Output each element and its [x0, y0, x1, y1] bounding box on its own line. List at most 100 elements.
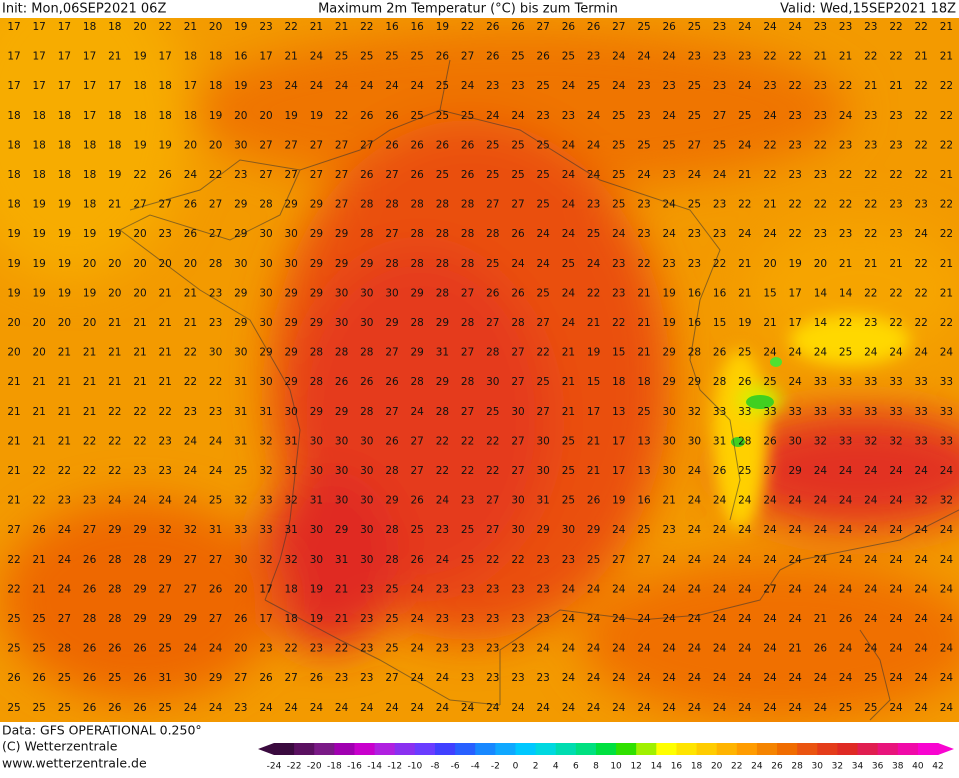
colorbar-tick-label: 42	[932, 762, 943, 772]
temperature-label: 25	[461, 524, 474, 536]
temperature-label: 27	[58, 613, 71, 625]
temperature-label: 27	[511, 347, 524, 359]
temperature-label: 24	[915, 672, 929, 684]
temperature-label: 28	[411, 228, 424, 240]
temperature-label: 22	[58, 465, 71, 477]
temperature-label: 24	[663, 672, 677, 684]
temperature-label: 29	[234, 199, 247, 211]
temperature-label: 30	[310, 435, 323, 447]
temperature-label: 27	[461, 406, 474, 418]
temperature-label: 20	[159, 258, 172, 270]
temperature-label: 22	[83, 435, 96, 447]
temperature-label: 24	[713, 643, 727, 655]
temperature-label: 21	[839, 51, 852, 63]
temperature-label: 21	[940, 51, 953, 63]
temperature-label: 25	[763, 376, 776, 388]
temperature-label: 24	[839, 554, 853, 566]
temperature-label: 19	[209, 110, 222, 122]
temperature-label: 23	[889, 199, 902, 211]
temperature-label: 22	[209, 376, 222, 388]
temperature-label: 24	[814, 583, 828, 595]
temperature-label: 24	[285, 702, 299, 714]
temperature-label: 24	[940, 347, 954, 359]
temperature-label: 24	[537, 228, 551, 240]
temperature-label: 22	[461, 21, 474, 33]
temperature-label: 26	[83, 702, 97, 714]
temperature-label: 23	[789, 169, 802, 181]
temperature-label: 27	[612, 21, 625, 33]
temperature-label: 22	[789, 80, 802, 92]
temperature-label: 24	[915, 524, 929, 536]
temperature-label: 24	[612, 583, 626, 595]
colorbar-segment	[676, 743, 698, 755]
temperature-label: 30	[259, 376, 272, 388]
temperature-label: 22	[159, 406, 172, 418]
temperature-label: 24	[587, 672, 601, 684]
temperature-label: 22	[889, 287, 902, 299]
temperature-label: 33	[915, 435, 928, 447]
temperature-label: 24	[58, 554, 72, 566]
temperature-label: 26	[108, 702, 122, 714]
colorbar-segment	[294, 743, 315, 755]
temperature-label: 18	[159, 110, 172, 122]
temperature-label: 22	[587, 287, 600, 299]
temperature-label: 21	[58, 376, 71, 388]
temperature-label: 25	[562, 51, 575, 63]
temperature-label: 22	[814, 139, 827, 151]
temperature-label: 26	[259, 672, 273, 684]
temperature-label: 24	[688, 169, 702, 181]
colorbar-tick-label: -2	[491, 762, 500, 772]
temperature-label: 22	[159, 21, 172, 33]
copyright: (C) Wetterzentrale	[2, 739, 118, 754]
temperature-label: 20	[814, 258, 827, 270]
temperature-label: 23	[436, 583, 449, 595]
temperature-label: 28	[461, 317, 474, 329]
temperature-label: 25	[864, 672, 877, 684]
colorbar-segment	[917, 743, 939, 755]
temperature-label: 27	[411, 465, 424, 477]
temperature-label: 24	[310, 51, 324, 63]
temperature-label: 30	[209, 347, 222, 359]
temperature-label: 21	[738, 258, 751, 270]
temperature-label: 27	[335, 139, 348, 151]
temperature-label: 19	[108, 169, 121, 181]
temperature-label: 31	[436, 347, 449, 359]
temperature-label: 23	[663, 169, 676, 181]
temperature-label: 25	[688, 199, 701, 211]
temperature-label: 17	[108, 80, 121, 92]
temperature-label: 25	[209, 495, 222, 507]
temperature-label: 21	[335, 583, 348, 595]
temperature-label: 30	[184, 672, 197, 684]
temperature-label: 28	[385, 554, 398, 566]
temperature-label: 22	[133, 406, 146, 418]
temperature-label: 24	[889, 583, 903, 595]
temperature-label: 27	[184, 583, 197, 595]
temperature-label: 32	[889, 435, 902, 447]
temperature-label: 24	[612, 80, 626, 92]
temperature-label: 24	[411, 406, 425, 418]
temperature-label: 27	[511, 435, 524, 447]
temperature-label: 28	[335, 347, 348, 359]
colorbar-tick-label: 16	[671, 762, 683, 772]
temperature-label: 22	[108, 406, 121, 418]
temperature-label: 26	[159, 169, 173, 181]
temperature-label: 22	[335, 110, 348, 122]
temperature-label: 23	[511, 80, 524, 92]
temperature-label: 21	[83, 406, 96, 418]
temperature-label: 23	[688, 228, 701, 240]
temperature-label: 27	[537, 317, 550, 329]
temperature-label: 24	[688, 554, 702, 566]
temperature-label: 24	[663, 51, 677, 63]
temperature-label: 24	[587, 613, 601, 625]
temperature-label: 23	[159, 228, 172, 240]
temperature-label: 31	[335, 554, 348, 566]
temperature-label: 28	[486, 347, 499, 359]
valid-time: Valid: Wed,15SEP2021 18Z	[780, 2, 956, 17]
temperature-label: 27	[209, 613, 222, 625]
temperature-label: 21	[108, 51, 121, 63]
temperature-label: 20	[234, 110, 247, 122]
temperature-label: 30	[285, 258, 298, 270]
temperature-label: 31	[713, 435, 726, 447]
colorbar-segment	[656, 743, 677, 755]
temperature-label: 22	[486, 465, 499, 477]
